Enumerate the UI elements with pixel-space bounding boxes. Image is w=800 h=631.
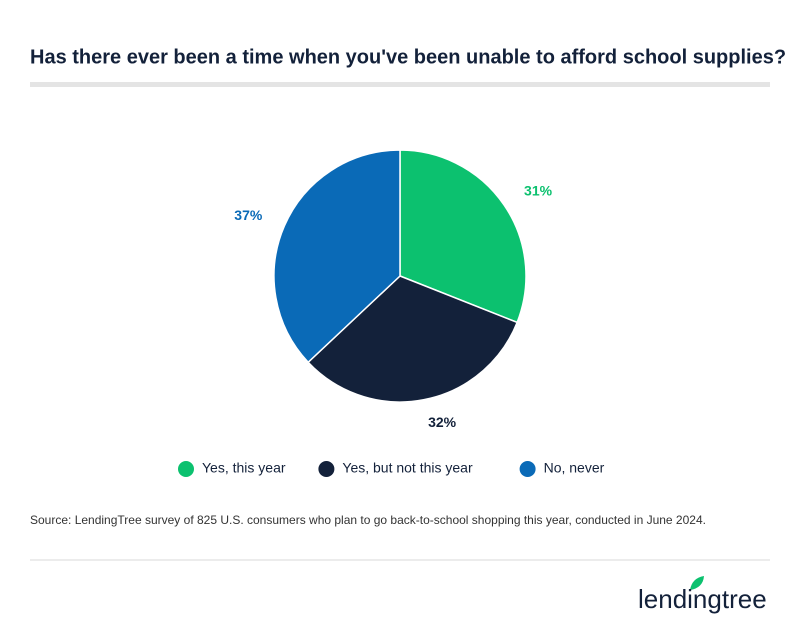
data-label: 37% xyxy=(234,207,263,223)
legend-label: Yes, this year xyxy=(202,460,286,476)
legend-marker xyxy=(178,461,194,477)
pie-slice xyxy=(307,275,519,403)
title-rule xyxy=(30,82,770,87)
legend-label: No, never xyxy=(544,460,605,476)
pie-slice xyxy=(273,149,401,364)
logo-icon xyxy=(690,576,704,590)
chart-title: Has there ever been a time when you've b… xyxy=(30,46,786,68)
legend-label: Yes, but not this year xyxy=(342,460,473,476)
legend-marker xyxy=(318,461,335,477)
data-label: 32% xyxy=(428,414,457,430)
logo: lendingtree xyxy=(638,584,767,614)
logo-leaf xyxy=(690,576,704,590)
legend-marker xyxy=(519,461,536,477)
pie-slice xyxy=(399,149,527,324)
data-label: 31% xyxy=(524,182,553,198)
source-note: Source: LendingTree survey of 825 U.S. c… xyxy=(30,513,706,527)
